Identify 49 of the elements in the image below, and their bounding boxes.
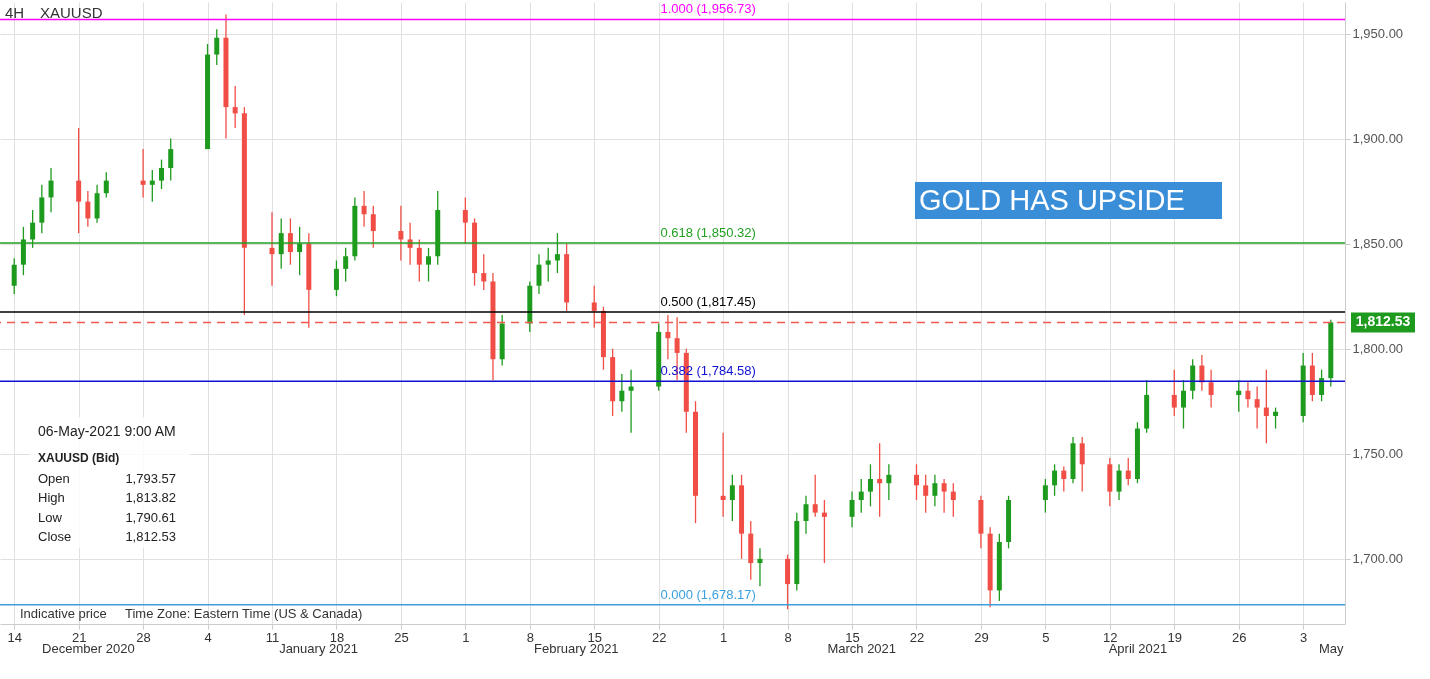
x-tick-label: 1: [720, 629, 728, 645]
ref-line-label: 0.618 (1,850.32): [660, 224, 756, 240]
x-tick-label: 11: [265, 629, 280, 645]
chart-subtitle: XAUUSD: [40, 4, 103, 21]
annotation: 1,790.61: [125, 509, 176, 525]
x-tick-label: 22: [909, 629, 925, 645]
x-tick-label: 26: [1231, 629, 1247, 645]
annotation: Time Zone: Eastern Time (US & Canada): [125, 606, 363, 621]
x-tick-label: 8: [526, 629, 534, 645]
x-tick-label: 25: [394, 629, 409, 645]
y-tick-label: 1,950.00: [1352, 26, 1404, 42]
x-tick-label: 22: [651, 629, 667, 645]
chart-title: 4H: [5, 4, 25, 21]
x-tick-label: 21: [71, 629, 87, 645]
x-tick-label: 12: [1103, 629, 1118, 645]
annotation: Low: [38, 509, 63, 525]
x-tick-label: 28: [136, 629, 151, 645]
annotation: 06-May-2021 9:00 AM: [38, 423, 176, 439]
y-tick-label: 1,700.00: [1352, 551, 1404, 567]
ref-line-label: 0.000 (1,678.17): [660, 586, 756, 602]
y-tick-label: 1,900.00: [1352, 131, 1404, 147]
y-tick-label: 1,850.00: [1352, 236, 1404, 252]
x-tick-label: 14: [7, 629, 22, 645]
annotation: 1,793.57: [125, 471, 176, 486]
annotation: 1,813.82: [125, 490, 176, 506]
annotation: 1,812.53: [125, 528, 176, 544]
y-tick-label: 1,800.00: [1352, 341, 1404, 357]
ref-line-label: 0.500 (1,817.45): [660, 294, 756, 310]
x2-tick-label: May: [1319, 640, 1345, 656]
x-tick-label: 8: [784, 629, 792, 645]
x-tick-label: 15: [587, 629, 602, 645]
x-tick-label: 5: [1042, 629, 1050, 645]
candlestick: [545, 247, 551, 283]
ref-line-label: 1.000 (1,956.73): [660, 1, 756, 17]
x-tick-label: 4: [204, 629, 212, 645]
annotation: Open: [38, 471, 70, 486]
annotation: Close: [38, 528, 72, 544]
annotation: High: [38, 490, 65, 506]
x-tick-label: 18: [329, 629, 345, 645]
ref-line-label: 1,812.53: [1355, 313, 1411, 330]
x-tick-label: 3: [1300, 629, 1308, 645]
x-tick-label: 19: [1167, 629, 1183, 645]
x-tick-label: 1: [462, 629, 470, 645]
x-tick-label: 29: [974, 629, 989, 645]
x-tick-label: 15: [845, 629, 860, 645]
annotation: GOLD HAS UPSIDE: [919, 184, 1185, 216]
annotation: XAUUSD (Bid): [38, 451, 120, 465]
annotation: Indicative price: [20, 606, 107, 621]
y-tick-label: 1,750.00: [1352, 446, 1404, 462]
